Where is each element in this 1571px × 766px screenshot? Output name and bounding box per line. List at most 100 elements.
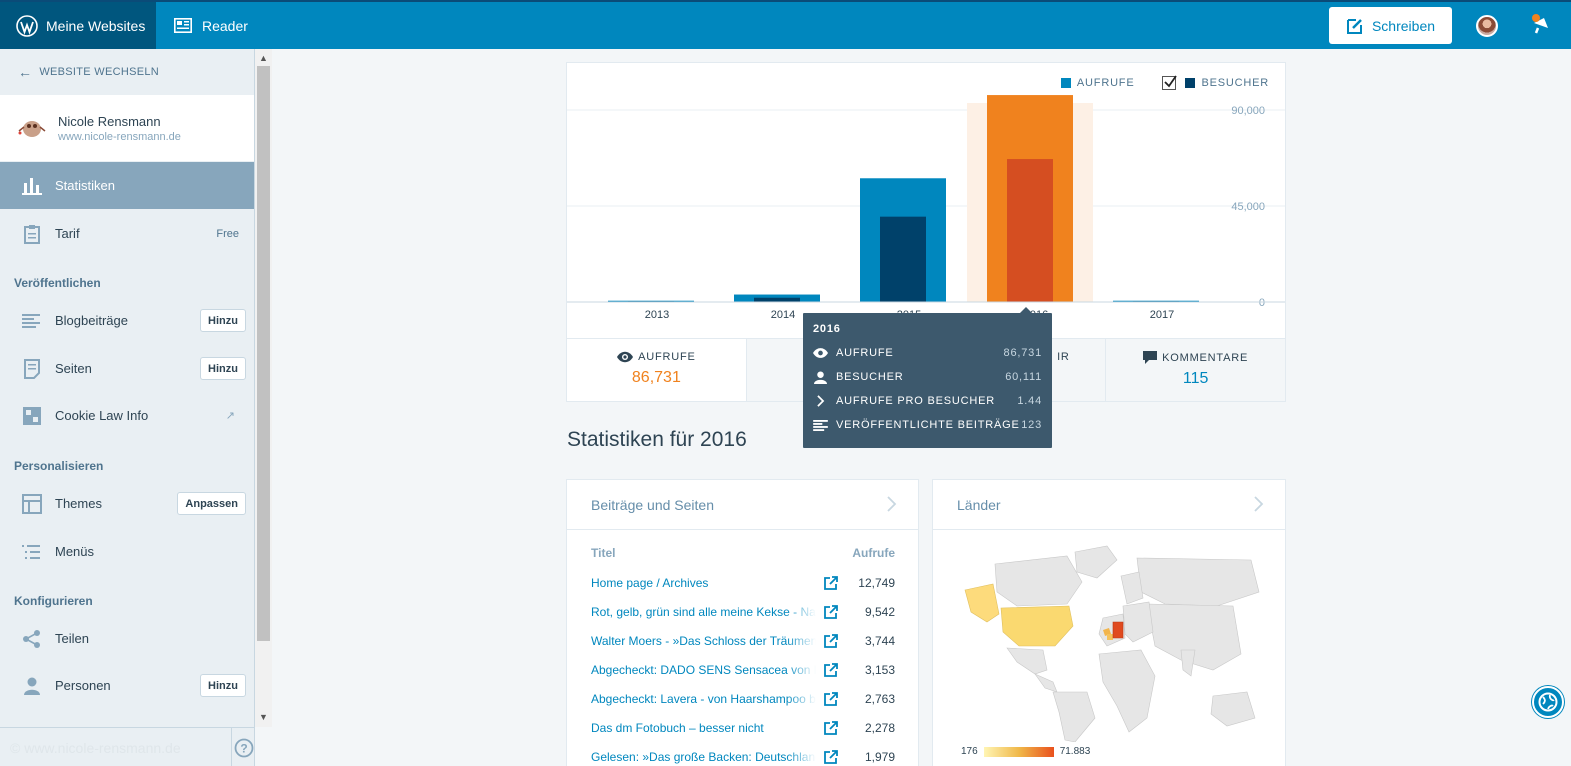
post-views: 2,278 <box>864 721 895 735</box>
scroll-up-icon[interactable]: ▲ <box>259 53 268 63</box>
card-title: Länder <box>957 496 1001 513</box>
chart-tooltip: 2016 AUFRUFE 86,731 BESUCHER 60,111 AUFR… <box>803 307 1052 448</box>
site-card[interactable]: Nicole Rensmann www.nicole-rensmann.de <box>0 95 254 161</box>
tooltip-label: BESUCHER <box>836 371 904 383</box>
site-name: Nicole Rensmann <box>58 113 161 129</box>
tab-value: 115 <box>1182 370 1209 387</box>
scrollbar-thumb[interactable] <box>257 66 270 641</box>
legend-checkbox-visitors[interactable] <box>1162 75 1178 90</box>
sidebar-item-plan[interactable]: Tarif Free <box>0 210 254 257</box>
posts-card-header[interactable]: Beiträge und Seiten <box>567 480 918 530</box>
tooltip-value: 60,111 <box>1005 371 1042 383</box>
external-link-icon[interactable] <box>823 575 839 594</box>
arrow-left-icon: ← <box>18 64 33 80</box>
plugin-icon <box>23 406 41 425</box>
sidebar-item-label: Cookie Law Info <box>55 408 149 423</box>
themes-icon <box>22 493 42 514</box>
x-tick-label: 2013 <box>645 309 669 321</box>
table-row[interactable]: Abgecheckt: DADO SENS Sensacea von Bo 3,1… <box>591 663 895 692</box>
post-title-link[interactable]: Walter Moers - »Das Schloss der Träumend <box>591 634 816 648</box>
sidebar-item-label: Seiten <box>55 361 92 376</box>
chevron-right-icon <box>887 496 897 512</box>
external-link-icon[interactable] <box>823 662 839 681</box>
table-row[interactable]: Rot, gelb, grün sind alle meine Kekse - … <box>591 605 895 634</box>
countries-card: Länder 176 71.883 <box>932 479 1286 766</box>
sidebar-item-stats[interactable]: Statistiken <box>0 162 254 209</box>
table-row[interactable]: Abgecheckt: Lavera - von Haarshampoo bi 2… <box>591 692 895 721</box>
external-link-icon[interactable] <box>823 633 839 652</box>
table-row[interactable]: Das dm Fotobuch – besser nicht 2,278 <box>591 721 895 750</box>
wordpress-logo-icon <box>16 14 38 37</box>
tooltip-value: 1.44 <box>1017 395 1042 407</box>
legend-swatch-visitors <box>1185 78 1196 88</box>
bar-views-2013[interactable] <box>608 300 694 302</box>
reader-button[interactable]: Reader <box>174 2 248 49</box>
bar-visitors-2016[interactable] <box>1007 159 1053 302</box>
x-tick-label: 2017 <box>1150 309 1174 321</box>
sidebar-item-label: Teilen <box>55 631 89 646</box>
site-url: www.nicole-rensmann.de <box>58 130 181 143</box>
help-button[interactable]: ? <box>231 728 254 766</box>
external-link-icon[interactable] <box>823 749 839 766</box>
sidebar-item-people[interactable]: Personen Hinzu <box>0 662 254 709</box>
avatar[interactable] <box>1476 15 1498 37</box>
post-title-link[interactable]: Abgecheckt: Lavera - von Haarshampoo bi <box>591 692 816 706</box>
sidebar-item-menus[interactable]: Menüs <box>0 528 254 575</box>
my-sites-button[interactable]: Meine Websites <box>0 2 156 49</box>
share-icon <box>23 629 40 648</box>
bar-visitors-2014[interactable] <box>754 297 800 302</box>
add-page-button[interactable]: Hinzu <box>200 357 246 380</box>
countries-card-header[interactable]: Länder <box>933 480 1285 530</box>
tab-label: AUFRUFE <box>638 351 696 363</box>
tab-comments[interactable]: KOMMENTARE 115 <box>1106 339 1285 401</box>
external-link-icon[interactable] <box>823 691 839 710</box>
external-link-icon[interactable] <box>823 720 839 739</box>
sidebar-item-label: Blogbeiträge <box>55 313 128 328</box>
bar-visitors-2015[interactable] <box>880 216 926 302</box>
sidebar-item-cookie-law-info[interactable]: Cookie Law Info ↗ <box>0 392 254 439</box>
add-post-button[interactable]: Hinzu <box>200 309 246 332</box>
sidebar-item-pages[interactable]: Seiten Hinzu <box>0 345 254 392</box>
tooltip-label: AUFRUFE PRO BESUCHER <box>836 395 996 407</box>
sidebar-item-themes[interactable]: Themes Anpassen <box>0 480 254 527</box>
map-region-canada <box>994 555 1083 607</box>
post-title-link[interactable]: Gelesen: »Das große Backen: Deutschlands <box>591 750 816 764</box>
post-title-link[interactable]: Das dm Fotobuch – besser nicht <box>591 721 816 735</box>
map-legend-min: 176 <box>961 746 978 757</box>
write-button[interactable]: Schreiben <box>1329 7 1452 44</box>
posts-pages-card: Beiträge und Seiten Titel Aufrufe Home p… <box>566 479 919 766</box>
write-label: Schreiben <box>1371 17 1436 34</box>
external-link-icon[interactable] <box>823 604 839 623</box>
post-title-link[interactable]: Abgecheckt: DADO SENS Sensacea von Bo <box>591 663 816 677</box>
switch-site-label: WEBSITE WECHSELN <box>39 66 160 78</box>
post-title-link[interactable]: Rot, gelb, grün sind alle meine Kekse - … <box>591 605 816 619</box>
sidebar-item-posts[interactable]: Blogbeiträge Hinzu <box>0 297 254 344</box>
table-row[interactable]: Home page / Archives 12,749 <box>591 576 895 605</box>
sidebar-scrollbar[interactable]: ▲ ▼ <box>255 49 272 727</box>
notifications-icon[interactable] <box>1530 14 1552 39</box>
y-tick-label: 45,000 <box>1231 201 1265 213</box>
table-row[interactable]: Walter Moers - »Das Schloss der Träumend… <box>591 634 895 663</box>
switch-site-link[interactable]: ← WEBSITE WECHSELN <box>0 49 254 95</box>
map-region-europe-east <box>1122 601 1154 643</box>
map-region-alaska <box>964 583 1000 623</box>
scroll-down-icon[interactable]: ▼ <box>259 712 268 722</box>
tab-value: 86,731 <box>631 369 681 386</box>
add-person-button[interactable]: Hinzu <box>200 674 246 697</box>
chevron-right-icon <box>1254 496 1264 512</box>
tab-views[interactable]: AUFRUFE 86,731 <box>567 339 747 401</box>
sidebar-item-sharing[interactable]: Teilen <box>0 615 254 662</box>
customize-button[interactable]: Anpassen <box>177 492 246 515</box>
table-row[interactable]: Gelesen: »Das große Backen: Deutschlands… <box>591 750 895 766</box>
world-map[interactable] <box>957 542 1263 742</box>
tooltip-row-views-per-visitor: AUFRUFE PRO BESUCHER 1.44 <box>813 389 1042 413</box>
column-title: Titel <box>591 546 616 560</box>
posts-icon <box>22 313 40 328</box>
post-title-link[interactable]: Home page / Archives <box>591 576 816 590</box>
map-region-mexico <box>1006 647 1048 675</box>
bar-views-2017[interactable] <box>1113 300 1199 302</box>
language-globe-button[interactable] <box>1532 686 1564 718</box>
map-region-russia <box>1136 557 1260 607</box>
